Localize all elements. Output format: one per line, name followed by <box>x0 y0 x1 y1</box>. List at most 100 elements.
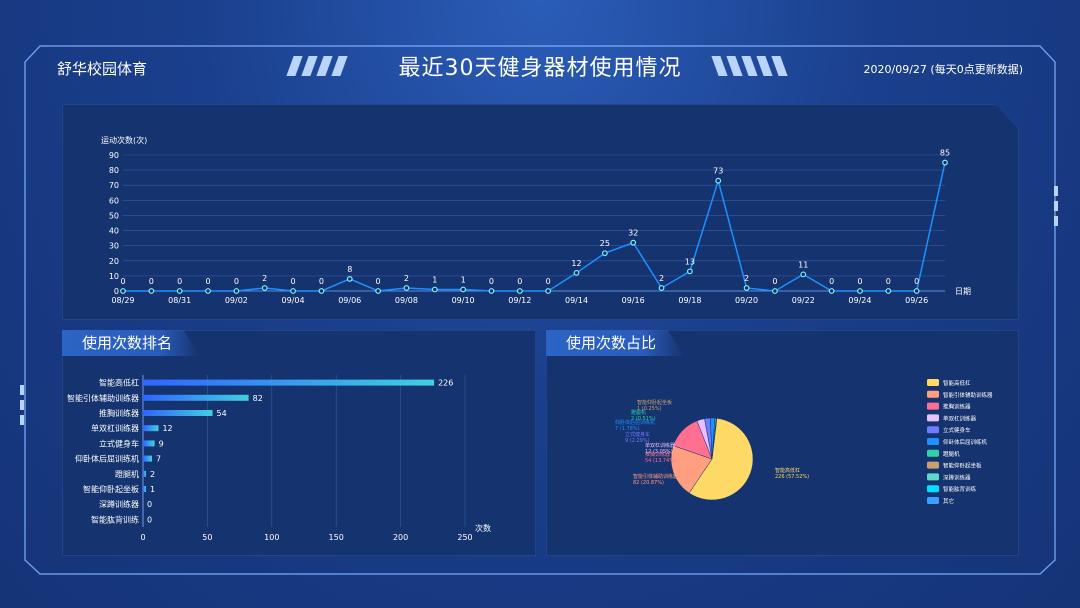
legend-label: 智能引体辅助训练器 <box>943 391 993 399</box>
value-label: 82 <box>253 394 263 403</box>
slice-label-value: 2 (0.51%) <box>631 416 656 422</box>
data-point <box>120 288 126 294</box>
y-tick-label: 50 <box>109 211 119 220</box>
data-point <box>346 276 353 282</box>
legend-swatch <box>927 438 939 445</box>
data-label: 0 <box>517 277 522 286</box>
bar <box>143 410 213 416</box>
line-chart-panel: 运动次数(次) 0 10 20 30 40 50 60 70 80 90 日期 08/29 08/31 09… <box>62 104 1019 320</box>
data-point <box>233 288 240 294</box>
data-label: 1 <box>432 275 437 284</box>
y-tick-label: 60 <box>109 196 119 205</box>
legend-swatch <box>927 390 939 398</box>
bar <box>143 440 155 447</box>
data-point <box>176 288 183 294</box>
data-label: 0 <box>914 277 919 286</box>
slice-label-name: 蹬腿机 <box>631 409 646 416</box>
category-label: 智能肱背训练 <box>91 514 139 524</box>
data-label: 0 <box>149 277 154 286</box>
category-label: 单双杠训练器 <box>91 423 139 433</box>
bar <box>143 394 249 401</box>
title-decoration-right <box>711 56 788 76</box>
data-label: 11 <box>798 260 808 269</box>
title-decoration-left <box>286 56 348 76</box>
legend-swatch <box>927 449 939 457</box>
data-label: 0 <box>291 277 296 286</box>
x-tick-label: 09/08 <box>395 296 418 305</box>
category-label: 智能仰卧起坐板 <box>83 484 139 494</box>
data-point <box>375 288 382 294</box>
category-label: 蹬腿机 <box>115 469 139 479</box>
value-label: 9 <box>159 439 164 448</box>
x-tick-label: 09/04 <box>282 296 305 305</box>
data-label: 8 <box>347 265 352 274</box>
slice-label-value: 7 (1.78%) <box>615 426 640 432</box>
legend-label: 其它 <box>943 497 954 505</box>
legend-label: 仰卧体后屈训练机 <box>943 438 988 446</box>
legend-label: 智能仰卧起坐板 <box>943 462 982 470</box>
value-label: 54 <box>217 409 227 418</box>
legend-label: 推胸训练器 <box>943 403 971 411</box>
legend-swatch <box>927 485 939 493</box>
x-tick-label: 09/06 <box>338 296 361 305</box>
category-label: 立式健身车 <box>99 438 139 448</box>
x-tick-label: 09/16 <box>622 296 645 305</box>
value-label: 226 <box>438 379 453 388</box>
data-point <box>772 288 778 294</box>
share-panel: 智能高低杠 226 (57.52%) 智能引体辅助训练器 82 (20.87%) 推胸训… <box>546 330 1019 556</box>
y-tick-label: 80 <box>109 166 119 175</box>
data-label: 0 <box>857 277 862 286</box>
slice-label-name: 智能高低杠 <box>775 467 800 474</box>
value-label: 7 <box>156 455 161 464</box>
data-label: 2 <box>744 274 749 283</box>
page-title: 最近30天健身器材使用情况 <box>398 56 682 81</box>
y-tick-label: 40 <box>109 227 119 236</box>
data-point <box>658 285 665 291</box>
data-point <box>800 271 807 278</box>
x-tick-label: 09/18 <box>678 296 701 305</box>
legend-swatch <box>927 379 939 386</box>
data-point <box>431 286 438 293</box>
data-point <box>913 288 920 294</box>
data-point <box>403 285 410 291</box>
legend-swatch <box>927 497 939 504</box>
slice-label-name: 立式健身车 <box>625 431 650 438</box>
x-tick-label: 09/24 <box>848 296 871 305</box>
bar <box>143 455 153 462</box>
data-label: 85 <box>940 149 950 158</box>
data-label: 0 <box>234 277 239 286</box>
x-tick-label: 50 <box>202 533 212 542</box>
slice-label-value: 1 (0.25%) <box>637 406 662 412</box>
data-point <box>205 288 211 294</box>
data-label: 0 <box>829 277 834 286</box>
series-line <box>123 162 946 292</box>
slice-label-name: 智能引体辅助训练器 <box>633 473 678 480</box>
value-label: 2 <box>150 470 155 479</box>
bar <box>143 425 159 432</box>
x-tick-label: 09/14 <box>565 296 588 305</box>
data-label: 0 <box>489 277 494 286</box>
legend-label: 单双杠训练器 <box>943 414 977 422</box>
ranking-panel-title: 使用次数排名 <box>62 330 201 356</box>
slice-label-value: 9 (2.29%) <box>625 438 650 444</box>
data-label: 32 <box>628 229 638 238</box>
data-label: 2 <box>262 274 267 283</box>
data-point <box>318 288 325 294</box>
x-tick-label: 08/29 <box>111 296 134 305</box>
update-info: 2020/09/27 (每天0点更新数据) <box>863 63 1023 76</box>
data-label: 0 <box>177 277 182 286</box>
data-label: 0 <box>376 277 381 286</box>
x-tick-label: 09/20 <box>735 296 758 305</box>
legend-label: 智能肱背训练 <box>943 485 977 493</box>
category-label: 仰卧体后屈训练机 <box>75 454 139 464</box>
legend-label: 深蹲训练器 <box>943 473 971 481</box>
bar <box>143 470 146 477</box>
data-point <box>686 268 693 275</box>
x-tick-label: 200 <box>393 533 408 542</box>
data-point <box>148 288 155 294</box>
data-label: 0 <box>546 277 551 286</box>
data-label: 73 <box>713 167 723 176</box>
data-point <box>715 177 722 184</box>
x-tick-label: 250 <box>457 533 472 542</box>
